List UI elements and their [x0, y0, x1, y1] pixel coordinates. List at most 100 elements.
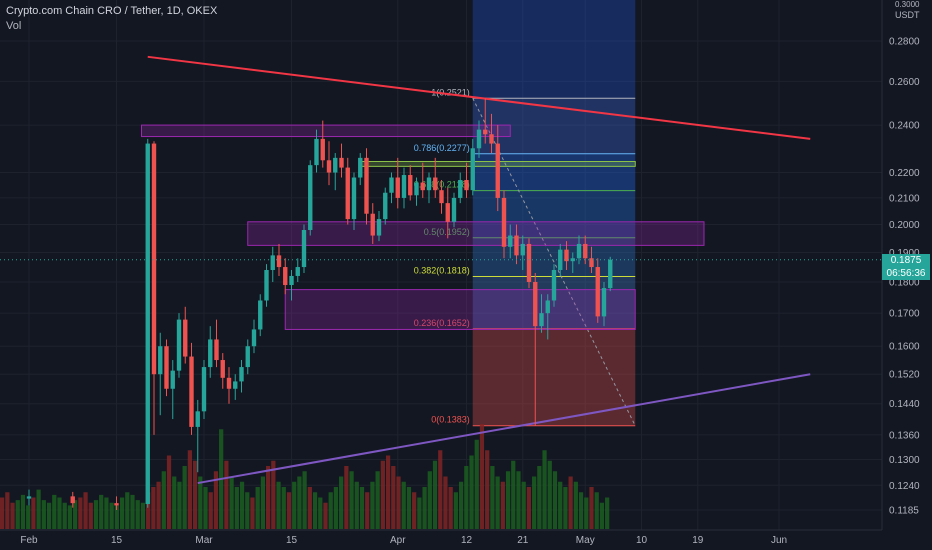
volume-bar	[57, 497, 62, 529]
time-tick-label: 15	[286, 535, 298, 546]
volume-bar	[255, 487, 260, 529]
volume-bar	[307, 487, 312, 529]
supply-demand-zone	[141, 124, 511, 138]
candle-body	[551, 269, 557, 301]
volume-bar	[547, 460, 552, 529]
volume-bar	[109, 502, 114, 529]
volume-bar	[73, 500, 78, 529]
volume-bar	[490, 466, 495, 529]
time-tick-label: 10	[636, 535, 648, 546]
candle-body	[514, 235, 519, 256]
volume-bar	[584, 497, 589, 529]
candle-body	[376, 219, 382, 236]
symbol-title[interactable]: Crypto.com Chain CRO / Tether, 1D, OKEX	[6, 5, 218, 17]
volume-bar	[172, 476, 177, 529]
candle-body	[195, 411, 200, 427]
candle-body	[189, 356, 194, 427]
volume-bar	[224, 460, 229, 529]
volume-bar	[318, 497, 323, 529]
candle-body	[339, 157, 344, 168]
volume-bar	[485, 450, 490, 529]
candle-body	[258, 300, 263, 330]
volume-bar	[438, 450, 443, 529]
volume-bar	[46, 502, 52, 529]
candle-body	[114, 503, 119, 506]
price-axis-unit: USDT	[895, 10, 920, 20]
fib-level-label: 0.236(0.1652)	[414, 318, 470, 328]
volume-bar	[271, 460, 276, 529]
price-tick-label: 0.2600	[889, 77, 920, 88]
fib-level-label: 0.786(0.2277)	[414, 143, 470, 153]
time-tick-label: May	[576, 535, 595, 546]
time-tick-label: Apr	[390, 535, 406, 546]
time-axis-panel[interactable]	[0, 530, 932, 550]
candle-body	[470, 148, 475, 191]
volume-bar	[458, 481, 464, 529]
current-price-value: 0.1875	[890, 255, 922, 266]
price-tick-label: 0.1520	[889, 370, 920, 381]
candle-body	[520, 243, 525, 256]
volume-bar	[281, 487, 286, 529]
volume-indicator-label[interactable]: Vol	[6, 20, 22, 32]
volume-bar	[333, 487, 339, 529]
trendlines[interactable]	[147, 55, 811, 485]
candle-body	[145, 143, 150, 505]
candle-body	[564, 249, 569, 262]
volume-bar	[412, 492, 417, 529]
volume-bar	[568, 476, 573, 529]
time-tick-label: 21	[517, 535, 529, 546]
volume-bar	[370, 481, 375, 529]
fib-band	[472, 190, 636, 238]
volume-bar	[312, 492, 318, 529]
volume-bar	[469, 455, 474, 529]
volume-bar	[245, 492, 250, 529]
candle-body	[283, 267, 288, 286]
candle-body	[214, 339, 219, 361]
candle-body	[270, 255, 275, 270]
volume-bar	[605, 497, 610, 529]
volume-bar	[594, 492, 599, 529]
volume-bar	[479, 424, 485, 529]
candle-body	[320, 138, 325, 161]
candle-body	[395, 177, 400, 198]
price-tick-label: 0.1800	[889, 277, 920, 288]
fib-level-label: 1(0.2521)	[431, 87, 470, 97]
candle-body	[289, 275, 294, 286]
candle-body	[433, 177, 438, 191]
candle-body	[595, 267, 600, 317]
candle-body	[295, 267, 300, 276]
candle-body	[439, 190, 444, 204]
candle-body	[495, 143, 500, 198]
candlesticks	[26, 98, 613, 510]
volume-bar	[0, 497, 5, 529]
volume-bar	[380, 460, 385, 529]
volume-bar	[552, 471, 558, 529]
candle-body	[314, 138, 319, 166]
candle-body	[364, 157, 369, 214]
volume-bar	[99, 494, 104, 529]
volume-bar	[31, 497, 36, 529]
price-tick-label: 0.1600	[889, 342, 920, 353]
candle-body	[245, 346, 250, 368]
volume-bar	[208, 492, 213, 529]
volume-bar	[354, 481, 359, 529]
price-tick-label: 0.2000	[889, 220, 920, 231]
candle-body	[508, 235, 513, 247]
volume-bar	[67, 505, 73, 529]
volume-bar	[62, 502, 67, 529]
resistance-trendline	[147, 55, 811, 140]
price-tick-label: 0.2800	[889, 37, 920, 48]
volume-bar	[443, 476, 448, 529]
candle-body	[420, 182, 425, 191]
candle-body	[176, 319, 182, 371]
candle-body	[345, 167, 350, 220]
volume-bar	[417, 497, 422, 529]
candle-body	[383, 192, 388, 220]
volume-bar	[526, 487, 532, 529]
candle-body	[358, 157, 363, 178]
supply-demand-zone	[247, 221, 705, 246]
volume-bar	[396, 476, 401, 529]
price-tick-label: 0.1700	[889, 309, 920, 320]
volume-bars	[0, 424, 610, 529]
